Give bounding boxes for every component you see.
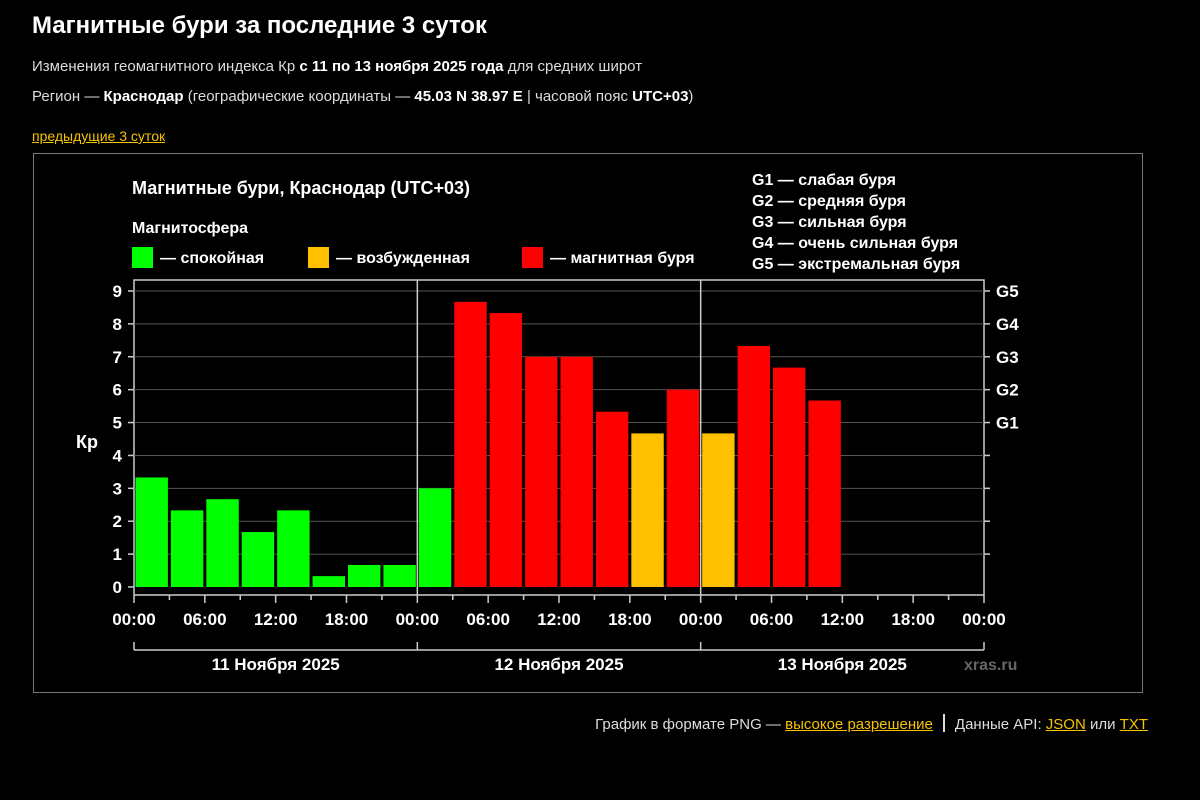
region-name: Краснодар xyxy=(103,88,184,105)
kp-bar xyxy=(170,510,204,587)
g-level-label: G1 xyxy=(996,414,1019,433)
footer-or-text: или xyxy=(1085,716,1120,733)
footer-divider xyxy=(942,714,945,732)
day-label: 13 Ноября 2025 xyxy=(778,655,907,674)
kp-bar xyxy=(595,411,629,587)
kp-bar xyxy=(206,499,239,587)
y-tick-label: 0 xyxy=(113,578,122,597)
x-tick-label: 06:00 xyxy=(466,610,509,629)
kp-bar xyxy=(241,532,275,587)
region-timezone: UTC+03 xyxy=(632,88,689,105)
previous-3-days-link[interactable]: предыдущие 3 суток xyxy=(32,128,166,144)
region-label: Регион — xyxy=(32,88,104,105)
y-tick-label: 7 xyxy=(113,348,122,367)
subtitle-text: Изменения геомагнитного индекса Кр xyxy=(32,58,300,75)
day-label: 11 Ноября 2025 xyxy=(212,655,340,674)
kp-bar xyxy=(560,356,593,587)
chart-frame: Магнитные бури, Краснодар (UTC+03) Магнит… xyxy=(33,153,1143,693)
y-tick-label: 1 xyxy=(113,545,122,564)
footer: График в формате PNG — высокое разрешени… xyxy=(595,714,1148,733)
region-coords-label: (географические координаты — xyxy=(183,88,415,105)
g-scale-legend-2: G2 — средняя буря xyxy=(752,193,906,210)
region-coords: 45.03 N 38.97 E xyxy=(414,88,523,105)
watermark: xras.ru xyxy=(964,657,1017,674)
x-tick-label: 12:00 xyxy=(537,610,580,629)
kp-bar xyxy=(418,488,452,587)
kp-bar xyxy=(808,400,841,587)
y-tick-label: 8 xyxy=(113,315,122,334)
x-tick-label: 06:00 xyxy=(183,610,226,629)
footer-api-text: Данные API: xyxy=(954,716,1046,733)
x-tick-label: 00:00 xyxy=(396,610,439,629)
g-scale-legend-5: G5 — экстремальная буря xyxy=(752,256,960,273)
page-subtitle: Изменения геомагнитного индекса Кр с 11 … xyxy=(32,58,642,75)
y-tick-label: 2 xyxy=(113,512,122,531)
y-tick-label: 5 xyxy=(113,414,122,433)
kp-bar xyxy=(631,433,664,587)
y-axis-label: Кр xyxy=(76,432,98,452)
kp-bar xyxy=(277,510,310,587)
legend-title: Магнитосфера xyxy=(132,220,248,237)
subtitle-date-range: с 11 по 13 ноября 2025 года xyxy=(299,58,504,75)
kp-bar xyxy=(135,477,168,587)
y-tick-label: 3 xyxy=(113,479,122,498)
x-tick-label: 18:00 xyxy=(891,610,934,629)
kp-bar xyxy=(773,367,806,587)
kp-bar xyxy=(348,564,381,587)
kp-bar xyxy=(666,389,700,587)
g-scale-legend-3: G3 — сильная буря xyxy=(752,214,907,231)
g-scale-legend-1: G1 — слабая буря xyxy=(752,172,896,189)
page-title: Магнитные бури за последние 3 суток xyxy=(32,12,487,39)
x-tick-label: 18:00 xyxy=(608,610,651,629)
txt-link[interactable]: TXT xyxy=(1119,716,1148,733)
footer-png-text: График в формате PNG — xyxy=(595,716,786,733)
g-level-label: G2 xyxy=(996,381,1019,400)
legend-swatch-2 xyxy=(522,247,543,268)
y-tick-label: 6 xyxy=(113,381,122,400)
region-close: ) xyxy=(688,88,694,105)
x-tick-label: 06:00 xyxy=(750,610,793,629)
region-info: Регион — Краснодар (географические коорд… xyxy=(32,88,693,105)
x-tick-label: 00:00 xyxy=(962,610,1005,629)
chart-title: Магнитные бури, Краснодар (UTC+03) xyxy=(132,178,470,198)
y-tick-label: 9 xyxy=(113,282,122,301)
high-resolution-link[interactable]: высокое разрешение xyxy=(785,716,933,733)
g-level-label: G3 xyxy=(996,348,1019,367)
kp-bar xyxy=(454,301,487,587)
x-tick-label: 12:00 xyxy=(821,610,864,629)
x-tick-label: 00:00 xyxy=(112,610,155,629)
legend-label-1: — возбужденная xyxy=(336,250,470,267)
g-level-label: G5 xyxy=(996,282,1019,301)
json-link[interactable]: JSON xyxy=(1045,716,1086,733)
x-tick-label: 18:00 xyxy=(325,610,368,629)
day-label: 12 Ноября 2025 xyxy=(494,655,623,674)
kp-bar xyxy=(737,345,770,587)
kp-bar xyxy=(489,313,523,587)
x-tick-label: 00:00 xyxy=(679,610,722,629)
g-level-label: G4 xyxy=(996,315,1019,334)
g-scale-legend-4: G4 — очень сильная буря xyxy=(752,235,958,252)
kp-bar xyxy=(525,356,558,587)
x-tick-label: 12:00 xyxy=(254,610,297,629)
legend-swatch-1 xyxy=(308,247,329,268)
kp-bar xyxy=(312,576,345,587)
kp-bar-chart: Магнитные бури, Краснодар (UTC+03) Магнит… xyxy=(76,172,1019,674)
subtitle-text-end: для средних широт xyxy=(503,58,643,75)
legend-swatch-0 xyxy=(132,247,153,268)
legend-label-2: — магнитная буря xyxy=(550,250,695,267)
kp-bar xyxy=(702,433,735,587)
kp-bar xyxy=(383,564,416,587)
y-tick-label: 4 xyxy=(113,446,123,465)
region-tz-label: | часовой пояс xyxy=(522,88,633,105)
legend-label-0: — спокойная xyxy=(160,250,264,267)
